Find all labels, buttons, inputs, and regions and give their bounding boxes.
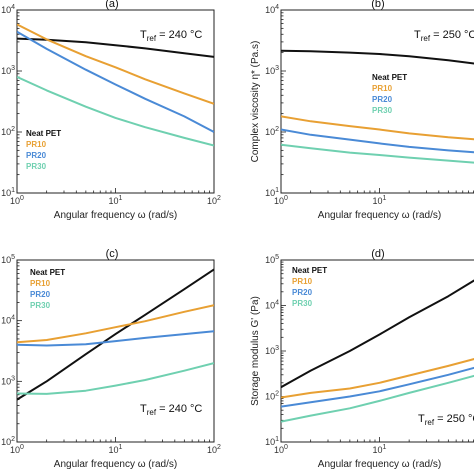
series-line-neat-pet	[281, 49, 474, 65]
x-tick-label: 100	[274, 444, 288, 455]
legend-entry: Neat PET	[292, 266, 327, 275]
y-tick-label: 103	[1, 375, 15, 386]
y-tick-label: 104	[265, 300, 279, 311]
x-tick-label: 102	[207, 195, 221, 206]
legend-entry: Neat PET	[372, 73, 407, 82]
x-tick-label: 100	[10, 195, 24, 206]
legend-entry: PR10	[292, 277, 313, 286]
y-tick-label: 104	[1, 315, 15, 326]
series-line-pr20	[17, 30, 214, 133]
y-tick-label: 102	[1, 126, 15, 137]
y-axis-label: Storage modulus G' (Pa)	[250, 296, 261, 406]
series-line-pr20	[17, 330, 214, 347]
legend-entry: PR10	[26, 140, 47, 149]
legend-entry: Neat PET	[26, 129, 61, 138]
panel-c: 100 101 102 102 103 104 105 Neat PET PR10 PR20 PR3…	[1, 248, 221, 470]
series-line-pr20	[281, 128, 474, 154]
x-tick-label: 101	[373, 444, 387, 455]
legend-entry: PR10	[372, 84, 393, 93]
y-tick-label: 103	[1, 65, 15, 76]
series-line-pr10	[17, 304, 214, 344]
x-axis-label: Angular frequency ω (rad/s)	[318, 459, 441, 470]
x-axis-label: Angular frequency ω (rad/s)	[54, 459, 177, 470]
y-tick-label: 102	[1, 436, 15, 447]
y-tick-label: 101	[265, 436, 279, 447]
series-line-neat-pet	[281, 279, 474, 389]
x-tick-label: 100	[10, 444, 24, 455]
x-tick-label: 100	[274, 195, 288, 206]
series-line-pr30	[17, 75, 214, 147]
legend-entry: PR20	[30, 290, 51, 299]
y-tick-label: 105	[1, 254, 15, 265]
y-tick-label: 104	[265, 4, 279, 15]
y-tick-label: 102	[265, 126, 279, 137]
y-tick-label: 103	[265, 345, 279, 356]
legend-entry: PR30	[26, 162, 47, 171]
x-axis-label: Angular frequency ω (rad/s)	[54, 210, 177, 221]
tref-annotation: Tref = 240 °C	[140, 29, 202, 43]
x-tick-label: 102	[207, 444, 221, 455]
legend-entry: PR30	[292, 299, 313, 308]
series-line-pr10	[281, 115, 474, 141]
series-line-pr30	[281, 143, 474, 164]
panel-label: (d)	[371, 248, 384, 260]
x-axis-label: Angular frequency ω (rad/s)	[318, 210, 441, 221]
x-tick-label: 101	[373, 195, 387, 206]
series-line-pr10	[17, 23, 214, 105]
y-tick-label: 102	[265, 391, 279, 402]
legend-entry: PR20	[372, 95, 393, 104]
x-tick-label: 101	[109, 195, 123, 206]
series-line-pr10	[281, 358, 474, 399]
series-line-pr20	[281, 366, 474, 408]
legend-entry: PR30	[30, 301, 51, 310]
legend-entry: PR20	[292, 288, 313, 297]
y-tick-label: 101	[1, 187, 15, 198]
y-tick-label: 101	[265, 187, 279, 198]
series-line-neat-pet	[17, 268, 214, 401]
legend-entry: PR20	[26, 151, 47, 160]
y-axis-label: Complex viscosity η* (Pa.s)	[250, 41, 261, 163]
legend-entry: Neat PET	[30, 268, 65, 277]
legend-entry: PR10	[30, 279, 51, 288]
panel-label: (c)	[106, 248, 119, 260]
y-tick-label: 105	[265, 254, 279, 265]
panel-label: (a)	[105, 0, 118, 10]
legend-entry: PR30	[372, 106, 393, 115]
y-tick-label: 104	[1, 4, 15, 15]
panel-label: (b)	[371, 0, 384, 10]
x-tick-label: 101	[109, 444, 123, 455]
y-tick-label: 103	[265, 65, 279, 76]
series-line-pr30	[281, 374, 474, 423]
tref-annotation: Tref = 250 °C	[418, 413, 474, 427]
series-line-pr30	[17, 362, 214, 395]
tref-annotation: Tref = 240 °C	[140, 403, 202, 417]
tref-annotation: Tref = 250 °C	[414, 29, 474, 43]
